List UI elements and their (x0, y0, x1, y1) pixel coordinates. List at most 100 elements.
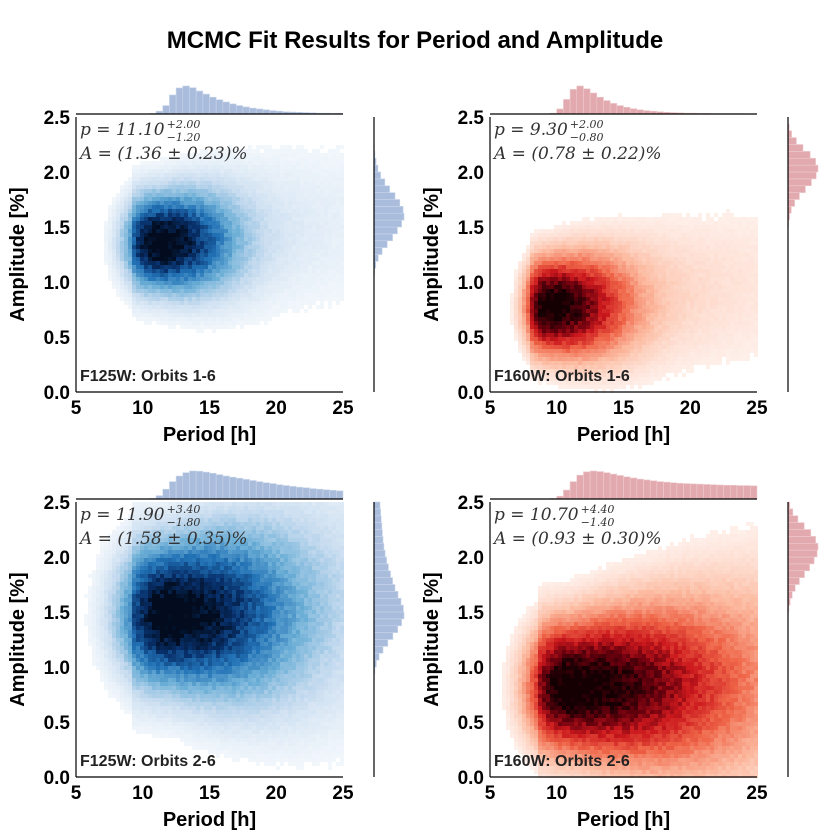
density-heatmap (104, 145, 344, 333)
amplitude-hist-bar (373, 625, 399, 633)
amplitude-hist-bar (373, 646, 384, 654)
period-hist-bar (576, 474, 584, 500)
period-hist-bar (636, 109, 644, 115)
amplitude-hist-bar (373, 178, 386, 187)
period-hist-bar (563, 99, 571, 115)
panel-bottom-left: 5 10 15 20 25 0.0 0.5 1.0 1.5 2.0 2.5 Period [h] Amp… (7, 470, 405, 830)
x-tick-label: 20 (680, 398, 701, 419)
period-hist-bar (209, 96, 217, 115)
x-axis-label: Period [h] (163, 809, 256, 830)
period-hist-bar (623, 476, 631, 500)
amplitude-hist-bar (787, 563, 810, 572)
period-lower-error: −1.40 (581, 516, 615, 529)
y-tick-label: 0.5 (458, 713, 485, 734)
amplitude-hist-bar (373, 604, 404, 613)
period-hist-bar (302, 487, 310, 500)
period-hist-bar (736, 485, 744, 500)
y-axis-label: Amplitude [%] (7, 572, 29, 706)
period-hist-bar (656, 481, 664, 500)
period-hist-bar (583, 471, 591, 500)
amplitude-estimate: A = (0.93 ± 0.30)% (492, 529, 662, 549)
density-heatmap (84, 502, 344, 770)
y-tick-label: 0.0 (44, 768, 70, 789)
amplitude-hist-bar (373, 254, 379, 262)
period-hist-bar (603, 100, 611, 115)
period-hist-bar (750, 485, 758, 500)
period-estimate: p = 9.30 (494, 120, 568, 140)
amplitude-hist-bar (787, 536, 816, 544)
period-hist-bar (329, 490, 337, 500)
y-tick-label: 0.0 (458, 768, 484, 789)
period-hist-bar (703, 484, 711, 500)
period-upper-error: +2.00 (570, 118, 604, 131)
period-hist-bar (295, 486, 304, 500)
amplitude-hist-bar (787, 515, 799, 523)
amplitude-hist-bar (373, 597, 402, 606)
period-hist-bar (696, 483, 704, 500)
period-marginal-histogram (490, 470, 758, 500)
x-tick-label: 10 (132, 398, 153, 419)
amplitude-marginal-histogram (787, 501, 819, 777)
period-hist-bar (162, 105, 170, 115)
amplitude-hist-bar (373, 563, 389, 572)
period-hist-bar (616, 105, 624, 115)
period-hist-bar (676, 483, 684, 500)
period-hist-bar (182, 85, 190, 115)
amplitude-marginal-histogram (373, 501, 405, 777)
period-hist-bar (215, 99, 224, 115)
amplitude-hist-bar (787, 556, 815, 565)
amplitude-hist-bar (373, 632, 394, 640)
period-hist-bar (255, 108, 264, 115)
period-hist-bar (169, 94, 177, 115)
period-hist-bar (195, 90, 204, 115)
amplitude-hist-bar (373, 549, 386, 558)
period-lower-error: −1.20 (167, 131, 201, 144)
amplitude-hist-bar (373, 611, 405, 620)
filter-label: F125W: Orbits 1-6 (80, 368, 216, 385)
y-tick-label: 1.5 (458, 218, 485, 239)
panel-bottom-right: 5 10 15 20 25 0.0 0.5 1.0 1.5 2.0 2.5 Period [h] Amp… (421, 470, 819, 830)
fit-annotation: p = 11.10 +2.00−1.20A = (1.36 ± 0.23)% (78, 118, 248, 164)
period-hist-bar (616, 475, 624, 500)
period-hist-bar (275, 484, 284, 500)
amplitude-hist-bar (373, 171, 381, 180)
amplitude-hist-bar (787, 151, 811, 159)
period-hist-bar (336, 490, 344, 500)
period-hist-bar (229, 476, 237, 500)
period-hist-bar (609, 473, 618, 500)
amplitude-hist-bar (787, 529, 812, 537)
amplitude-hist-bar (787, 508, 794, 517)
period-marginal-histogram (76, 85, 344, 115)
amplitude-hist-bar (373, 508, 381, 517)
period-hist-bar (556, 108, 564, 115)
filter-label: F160W: Orbits 2-6 (494, 753, 630, 770)
period-hist-bar (743, 485, 751, 500)
period-hist-bar (309, 488, 317, 500)
filter-label: F160W: Orbits 1-6 (494, 368, 630, 385)
amplitude-hist-bar (373, 542, 385, 551)
y-tick-label: 0.5 (458, 328, 485, 349)
y-tick-label: 2.0 (44, 163, 70, 184)
amplitude-hist-bar (373, 618, 402, 627)
period-lower-error: −1.80 (167, 516, 201, 529)
period-hist-bar (202, 93, 210, 115)
amplitude-hist-bar (373, 591, 399, 599)
amplitude-hist-bar (373, 556, 387, 565)
period-hist-bar (255, 481, 264, 500)
period-estimate: p = 10.70 (494, 505, 579, 525)
period-hist-bar (723, 484, 731, 500)
period-hist-bar (689, 483, 698, 500)
amplitude-hist-bar (373, 501, 381, 510)
period-hist-bar (315, 488, 324, 500)
y-tick-label: 1.0 (44, 273, 70, 294)
period-hist-bar (242, 106, 250, 115)
x-tick-label: 15 (613, 398, 635, 419)
amplitude-marginal-histogram (787, 116, 819, 392)
period-hist-bar (663, 481, 671, 500)
amplitude-hist-bar (787, 542, 819, 551)
period-hist-bar (269, 483, 277, 500)
amplitude-hist-bar (373, 577, 393, 585)
amplitude-hist-bar (787, 185, 806, 193)
figure-title: MCMC Fit Results for Period and Amplitud… (167, 27, 663, 54)
